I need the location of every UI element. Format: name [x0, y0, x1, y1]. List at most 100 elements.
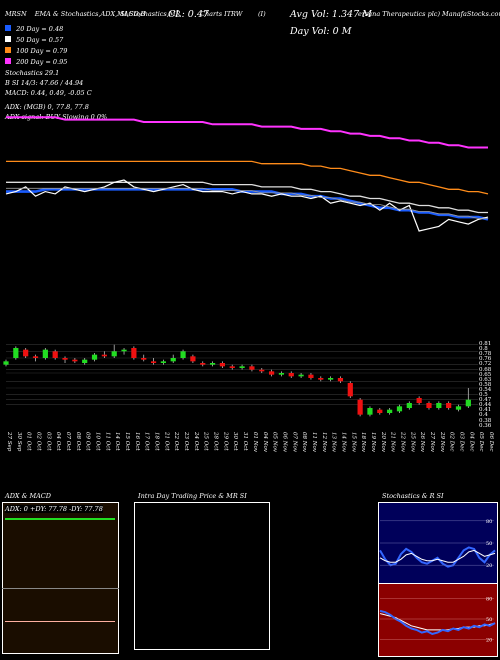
date-tick-label: 16 Oct	[134, 432, 140, 451]
ticker-label: MRSN	[5, 10, 27, 18]
candle-body	[357, 399, 363, 415]
candle-body	[42, 349, 48, 358]
date-tick-label: 07 Nov	[291, 432, 297, 453]
candle-body	[406, 403, 412, 408]
macd-line	[5, 621, 115, 622]
candle-body	[288, 373, 294, 377]
price-tick-label: 0.72	[479, 361, 492, 368]
candle-body	[219, 363, 226, 367]
macd-divider	[2, 588, 119, 589]
chart-source: Charts ITRW	[200, 10, 243, 18]
candle-body	[160, 361, 166, 363]
rsi-line	[379, 609, 496, 636]
candle-body	[328, 378, 334, 380]
price-tick-label: 0.78	[479, 351, 492, 358]
candle-body	[239, 366, 245, 368]
date-tick-label: 29 Oct	[222, 431, 228, 451]
date-tick-label: 15 Nov	[350, 432, 356, 453]
candle-body	[13, 348, 19, 358]
candle-body	[377, 409, 383, 413]
intraday-panel-title: Intra Day Trading Price & MR SI	[138, 492, 247, 500]
date-tick-label: 07 Oct	[65, 432, 71, 451]
ema200-swatch	[5, 58, 11, 64]
date-tick-label: 17 Oct	[144, 432, 150, 451]
candle-body	[268, 371, 275, 375]
candle-body	[347, 383, 353, 397]
main-chart: 27 Sep 30 Sep 01 Oct 02 Oct 03 Oct 04 Oct 07 O…	[3, 116, 494, 453]
candle-body	[3, 361, 9, 365]
candle-body	[23, 349, 29, 357]
adx-panel	[2, 502, 119, 654]
candle-body	[367, 408, 373, 415]
price-tick-label: 0.8	[479, 346, 488, 353]
macd-readout: MACD: 0.44, 0.49, -0.05 C	[5, 89, 92, 97]
date-tick-label: 12 Nov	[321, 432, 327, 453]
candle-body	[131, 348, 137, 358]
ema100-swatch	[5, 47, 11, 53]
date-tick-label: 26 Nov	[419, 431, 425, 453]
candle-body	[298, 374, 304, 377]
date-tick-label: 08 Nov	[301, 432, 307, 453]
candle-body	[32, 356, 39, 358]
date-tick-label: 30 Oct	[232, 432, 238, 451]
price-tick-label: 0.65	[479, 371, 492, 378]
price-tick-label: 0.44	[479, 402, 492, 409]
candle-body	[308, 374, 314, 378]
date-tick-label: 05 Dec	[478, 432, 484, 452]
date-tick-label: 14 Oct	[114, 432, 120, 451]
date-tick-label: 25 Oct	[203, 431, 209, 451]
candle-body	[259, 369, 265, 372]
date-tick-label: 19 Nov	[370, 432, 376, 453]
price-tick-label: 0.58	[479, 381, 492, 388]
price-tick-label: 0.63	[479, 376, 492, 383]
intraday-panel	[134, 502, 270, 650]
candle-body	[436, 403, 442, 408]
date-tick-label: 02 Dec	[449, 432, 455, 452]
candle-body	[249, 366, 255, 370]
candle-body	[91, 354, 98, 360]
rsi-tick-label: 80	[486, 597, 492, 603]
rsi-tick-label: 20	[486, 637, 492, 643]
ema-line-50-day	[6, 181, 488, 214]
date-tick-label: 10 Oct	[95, 432, 101, 451]
adx-readout: ADX: (MGB) 0, 77.8, 77.8	[5, 103, 89, 111]
indicators-label: EMA & Stochastics,ADX,MACD,B	[34, 10, 146, 18]
adx-signal-line	[5, 518, 115, 520]
date-tick-label: 13 Nov	[331, 432, 337, 453]
date-tick-label: 08 Oct	[75, 432, 81, 451]
avg-volume: Avg Vol: 1.347 M	[290, 9, 372, 20]
day-volume: Day Vol: 0 M	[290, 26, 352, 37]
date-tick-label: 23 Oct	[183, 431, 189, 451]
price-tick-label: 0.76	[479, 356, 492, 363]
price-tick-label: 0.36	[479, 422, 492, 429]
adx-panel-title: ADX & MACD	[5, 492, 51, 500]
date-tick-label: 27 Sep	[6, 431, 12, 452]
exchange-label: (I)	[258, 10, 266, 18]
price-tick-label: 0.41	[479, 407, 492, 414]
date-tick-label: 04 Nov	[262, 432, 268, 453]
candle-body	[209, 363, 216, 365]
stoch-tick-label: 80	[486, 519, 492, 525]
ema-line-100-day	[6, 160, 489, 195]
candle-body	[150, 361, 157, 363]
price-tick-label: 0.81	[479, 341, 492, 347]
date-tick-label: 31 Oct	[242, 432, 248, 451]
date-tick-label: 03 Dec	[458, 432, 464, 452]
stoch-tick-label: 50	[486, 541, 492, 547]
ema-line-20-day	[6, 188, 489, 221]
date-tick-label: 22 Oct	[173, 431, 179, 451]
rsi-tick-label: 50	[486, 617, 492, 623]
candle-body	[278, 373, 285, 375]
date-tick-label: 11 Nov	[311, 432, 317, 453]
date-tick-label: 03 Oct	[45, 432, 51, 451]
price-tick-label: 0.4	[479, 412, 488, 419]
close-price: CL: 0.47	[168, 9, 209, 20]
date-tick-label: 18 Oct	[154, 432, 160, 451]
candle-body	[387, 409, 393, 413]
stoch-d-line	[379, 549, 496, 563]
date-tick-label: 02 Oct	[36, 432, 42, 451]
date-tick-label: 20 Nov	[380, 431, 386, 453]
candle-body	[318, 378, 324, 380]
date-tick-label: 06 Nov	[281, 432, 287, 453]
date-tick-label: 09 Oct	[85, 432, 91, 451]
